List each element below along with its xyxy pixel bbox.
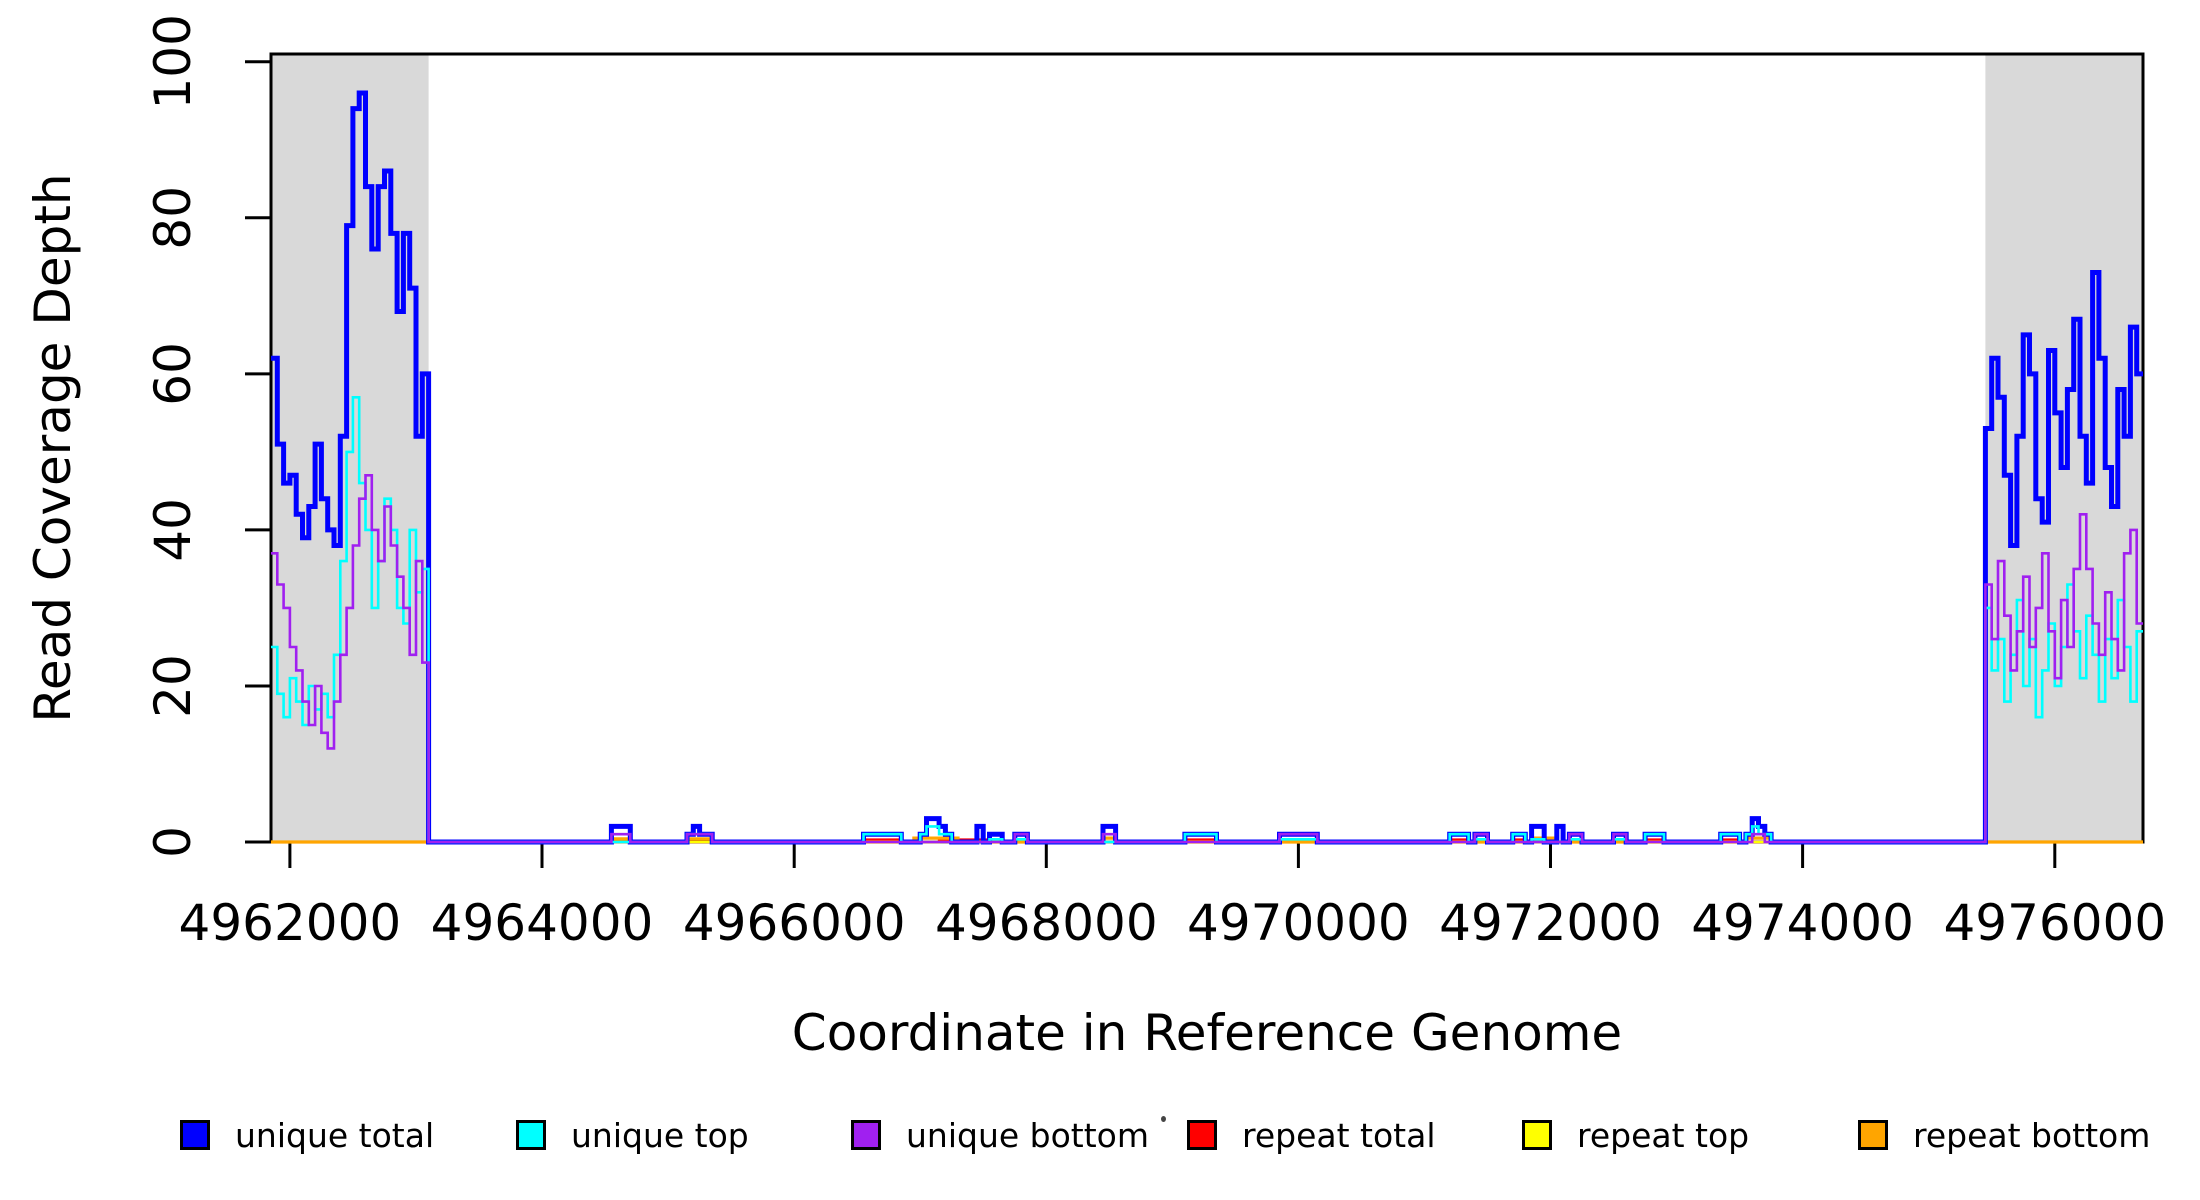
x-tick-label: 4974000 <box>1691 894 1914 952</box>
stray-dot-artifact <box>1161 1116 1166 1122</box>
x-axis-title: Coordinate in Reference Genome <box>792 1004 1622 1062</box>
series-line-unique-top <box>271 396 2143 844</box>
y-tick-label: 0 <box>144 826 202 858</box>
y-tick-label: 20 <box>144 654 202 718</box>
x-tick-label: 4962000 <box>179 894 402 952</box>
plot-dynamic-layer: 4962000 4964000 4966000 4968000 4970000 49720… <box>144 14 2166 952</box>
y-axis-title: Read Coverage Depth <box>24 173 82 722</box>
series-line-unique-bottom <box>271 474 2143 844</box>
plot-frame <box>269 52 2145 844</box>
y-tick-label: 100 <box>144 14 202 109</box>
y-tick-label: 80 <box>144 186 202 250</box>
x-tick-label: 4970000 <box>1187 894 1410 952</box>
x-tick-label: 4968000 <box>935 894 1158 952</box>
x-tick-label: 4964000 <box>431 894 654 952</box>
series-line-unique-total <box>271 90 2143 845</box>
y-tick-label: 60 <box>144 342 202 406</box>
x-tick-label: 4972000 <box>1439 894 1662 952</box>
x-tick-label: 4966000 <box>683 894 906 952</box>
shaded-region <box>271 54 429 842</box>
x-tick-label: 4976000 <box>1943 894 2166 952</box>
y-tick-label: 40 <box>144 498 202 562</box>
